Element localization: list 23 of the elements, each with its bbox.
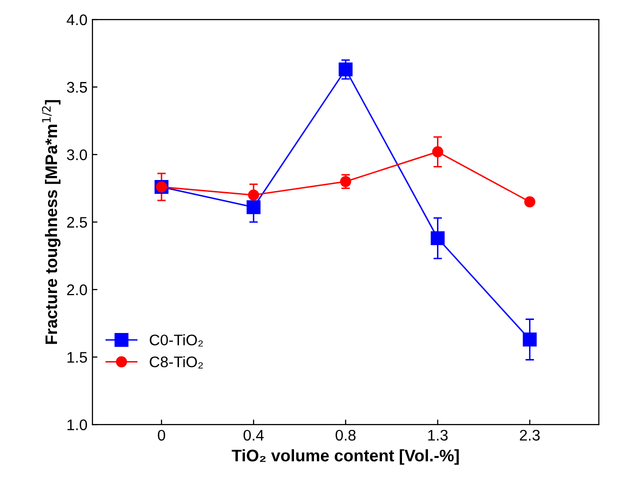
x-tick-label: 0 [158,430,166,441]
point [338,62,353,76]
y-tick-label: 1.0 [68,419,88,430]
y-tick-label: 3.5 [66,82,87,93]
x-tick-label: 2.3 [520,430,540,441]
legend-label: C8-TiO₂ [150,356,203,368]
point [432,146,444,158]
x-axis-title: TiO₂ volume content [Vol.-%] [232,449,459,465]
y-tick-label: 3.0 [66,149,88,160]
point [248,189,260,201]
x-tick-label: 1.3 [428,430,448,441]
point [522,332,537,346]
y-axis-title: Fracture toughness [MPa*m$^{1/2}$] [42,100,61,344]
y-tick-label: 2.0 [67,284,88,296]
x-tick-label: 0.4 [244,430,264,441]
point [524,196,536,208]
point [430,231,445,246]
x-tick-label: 0.8 [336,430,356,441]
y-tick-label: 1.5 [68,352,87,363]
y-tick-label: 4.0 [66,14,88,26]
point [246,200,261,214]
y-tick-label: 2.5 [67,216,87,228]
legend-label: C0-TiO₂ [150,334,203,347]
